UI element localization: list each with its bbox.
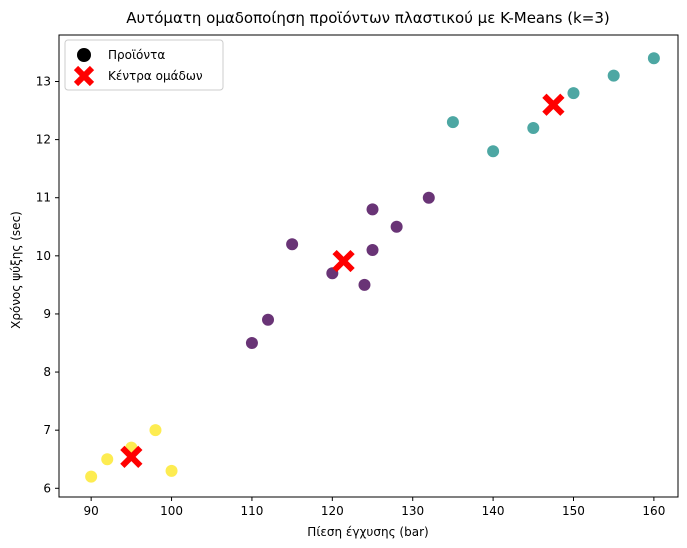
data-point-c1-0 xyxy=(245,337,258,349)
x-tick-label-1: 100 xyxy=(160,504,183,518)
y-axis-label: Χρόνος ψύξης (sec) xyxy=(9,211,23,329)
data-point-c0-0 xyxy=(85,470,98,483)
y-tick-label-7: 13 xyxy=(36,74,51,88)
legend-label-1: Κέντρα ομάδων xyxy=(108,69,203,83)
x-axis-ticks: 90 100 110 120 130 140 150 160 xyxy=(84,497,665,518)
y-tick-label-1: 7 xyxy=(43,423,51,437)
data-point-c1-4 xyxy=(358,278,371,291)
chart-title: Αυτόματη ομαδοποίηση προϊόντων πλαστικού… xyxy=(126,9,609,27)
data-point-c2-3 xyxy=(567,87,580,100)
x-tick-label-3: 120 xyxy=(321,504,344,518)
plot-frame xyxy=(58,34,679,498)
legend-marker-centers xyxy=(73,65,95,87)
data-point-c2-0 xyxy=(446,116,459,129)
x-tick-label-0: 90 xyxy=(84,504,99,518)
plot-area xyxy=(58,34,679,498)
x-tick-label-7: 160 xyxy=(642,504,665,518)
data-point-c1-7 xyxy=(390,220,403,233)
legend-box xyxy=(64,39,224,91)
y-axis-ticks: 6 7 8 9 10 11 12 13 xyxy=(36,74,59,495)
cluster-center-0 xyxy=(120,445,143,469)
cluster-center-1 xyxy=(332,249,355,273)
x-tick-label-4: 130 xyxy=(401,504,424,518)
data-point-c0-1 xyxy=(101,453,114,466)
legend-marker-products xyxy=(77,48,91,62)
y-tick-label-4: 10 xyxy=(36,249,51,263)
data-point-c1-8 xyxy=(422,191,435,204)
x-tick-label-5: 140 xyxy=(482,504,505,518)
data-point-c2-4 xyxy=(607,69,620,82)
y-tick-label-5: 11 xyxy=(36,191,51,205)
data-point-c2-5 xyxy=(647,52,660,65)
y-tick-label-2: 8 xyxy=(43,365,51,379)
data-point-c0-4 xyxy=(165,464,178,477)
cluster-center-2 xyxy=(542,93,565,116)
data-point-c1-5 xyxy=(366,203,379,216)
data-point-c1-2 xyxy=(286,238,299,251)
x-axis-label: Πίεση έγχυσης (bar) xyxy=(307,525,428,539)
legend-label-0: Προϊόντα xyxy=(108,48,165,62)
y-tick-label-0: 6 xyxy=(43,481,51,495)
legend: Προϊόντα Κέντρα ομάδων xyxy=(64,39,224,91)
data-point-c1-1 xyxy=(262,313,275,326)
y-tick-label-3: 9 xyxy=(43,307,51,321)
data-point-c2-2 xyxy=(527,121,540,134)
data-point-c1-6 xyxy=(366,244,379,257)
data-point-c0-3 xyxy=(149,424,162,437)
x-tick-label-2: 110 xyxy=(240,504,263,518)
x-tick-label-6: 150 xyxy=(562,504,585,518)
y-tick-label-6: 12 xyxy=(36,133,51,147)
data-point-c2-1 xyxy=(487,145,500,158)
